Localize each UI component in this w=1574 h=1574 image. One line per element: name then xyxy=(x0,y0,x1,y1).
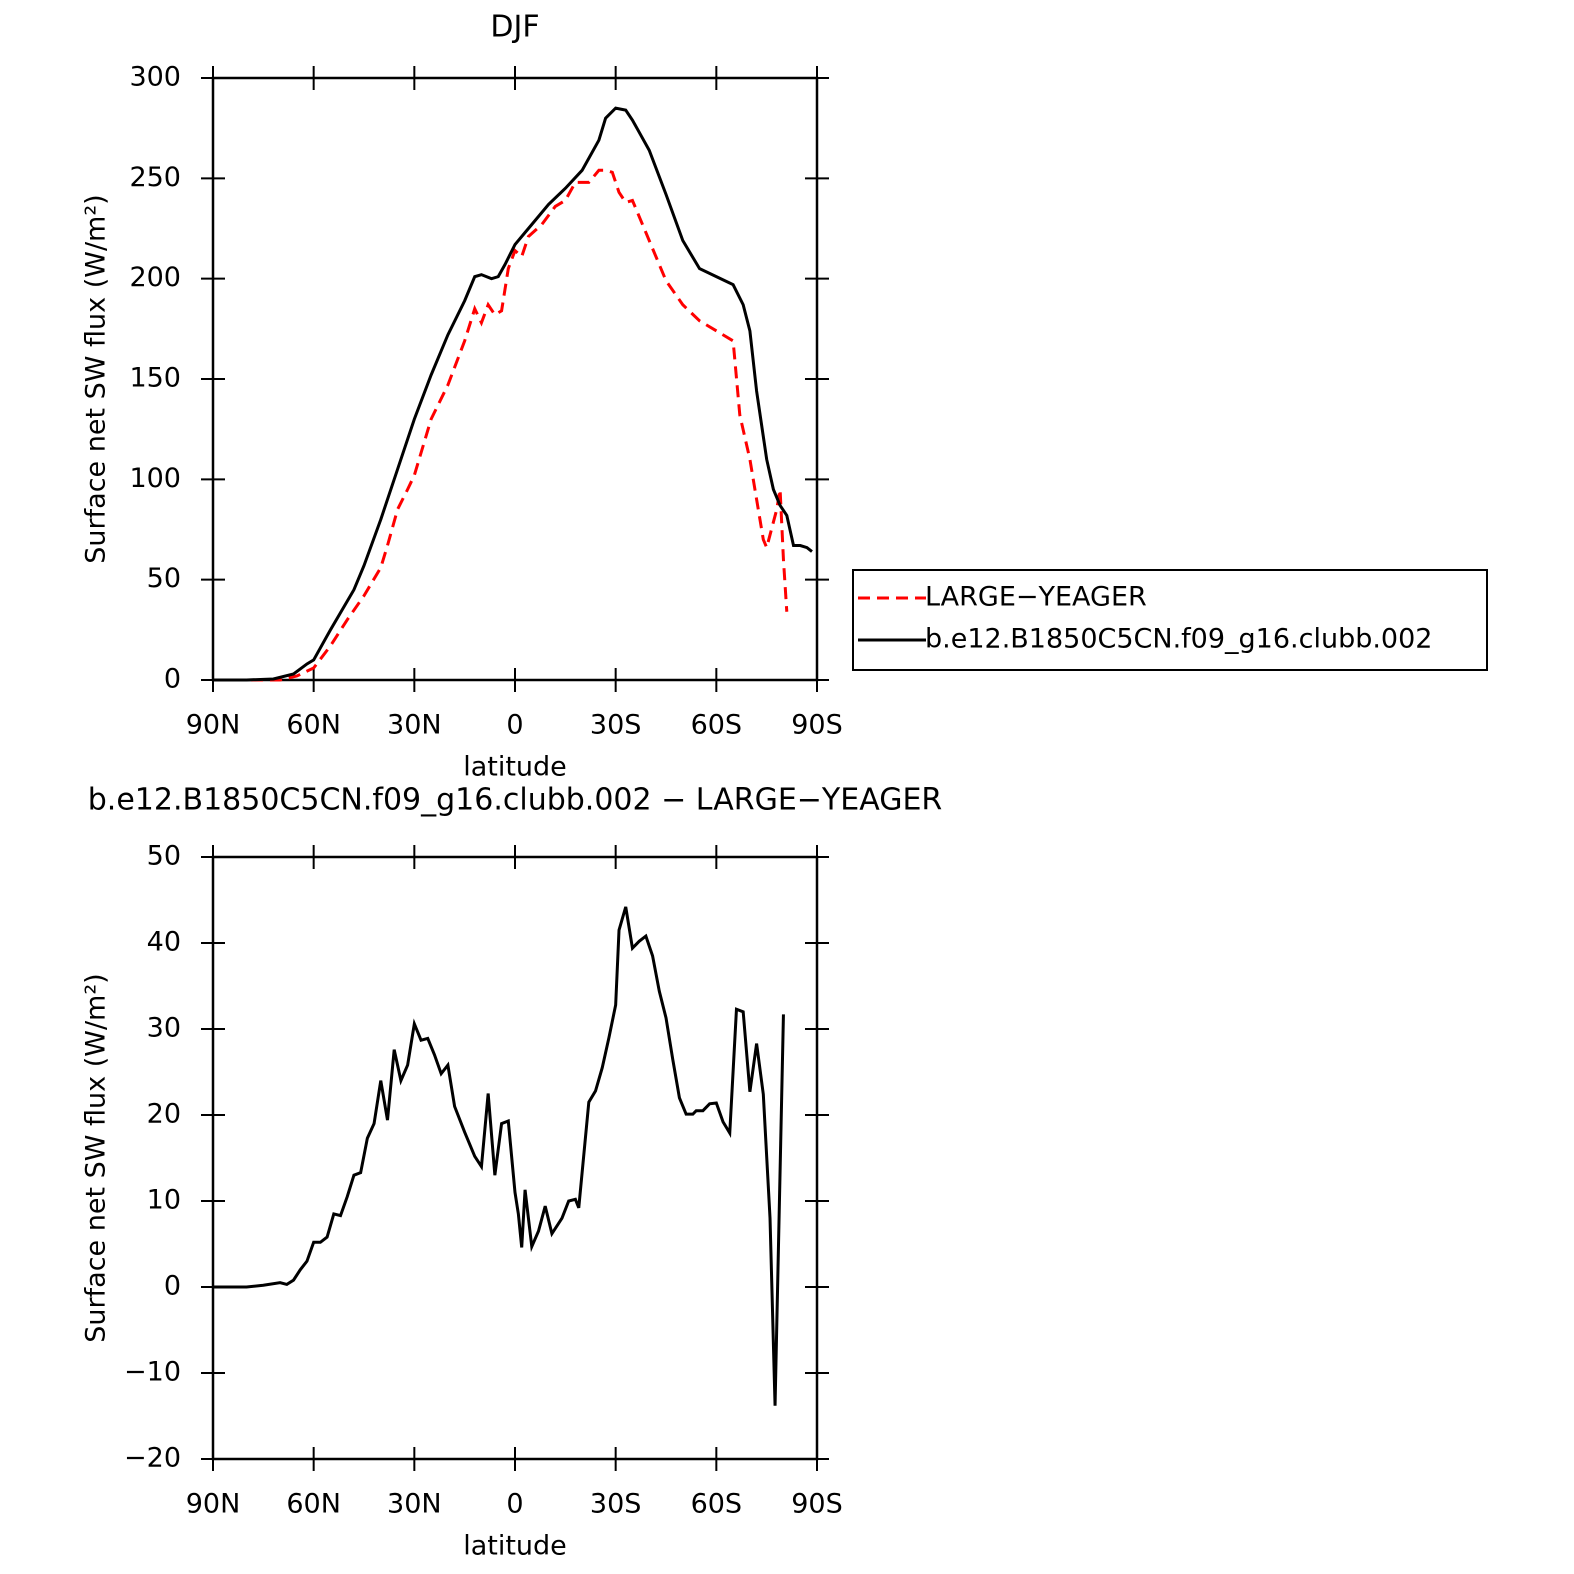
x-tick-label: 30N xyxy=(387,710,442,741)
x-axis-label: latitude xyxy=(463,1531,567,1562)
chart-title: b.e12.B1850C5CN.f09_g16.clubb.002 − LARG… xyxy=(88,783,943,818)
plot-frame xyxy=(211,76,819,682)
y-tick-label: 300 xyxy=(129,62,181,93)
x-tick-label: 90N xyxy=(186,710,241,741)
y-tick-label: 200 xyxy=(129,262,181,293)
x-tick-label: 60S xyxy=(691,1489,743,1520)
x-tick-label: 30N xyxy=(387,1489,442,1520)
y-tick-label: −20 xyxy=(124,1443,181,1474)
x-tick-label: 90S xyxy=(791,710,843,741)
y-tick-label: 50 xyxy=(147,841,181,872)
plot-frame xyxy=(211,855,819,1461)
x-tick-label: 0 xyxy=(506,710,523,741)
y-tick-label: 10 xyxy=(147,1185,181,1216)
y-tick-label: 20 xyxy=(147,1099,181,1130)
x-tick-label: 30S xyxy=(590,1489,642,1520)
y-tick-label: 0 xyxy=(164,664,181,695)
x-axis-label: latitude xyxy=(463,752,567,783)
legend-label: b.e12.B1850C5CN.f09_g16.clubb.002 xyxy=(925,624,1432,655)
x-tick-label: 0 xyxy=(506,1489,523,1520)
y-tick-label: 40 xyxy=(147,927,181,958)
y-tick-label: 50 xyxy=(147,563,181,594)
y-tick-label: 150 xyxy=(129,363,181,394)
x-tick-label: 90S xyxy=(791,1489,843,1520)
y-tick-label: 30 xyxy=(147,1013,181,1044)
chart-title: DJF xyxy=(490,10,539,45)
legend-box xyxy=(852,569,1488,671)
y-axis-label: Surface net SW flux (W/m²) xyxy=(81,973,112,1342)
y-tick-label: 100 xyxy=(129,463,181,494)
y-tick-label: 250 xyxy=(129,162,181,193)
series-line xyxy=(213,906,785,1406)
legend-label: LARGE−YEAGER xyxy=(925,582,1147,613)
series-line xyxy=(213,106,813,682)
series-line xyxy=(213,168,789,682)
x-tick-label: 90N xyxy=(186,1489,241,1520)
x-tick-label: 60N xyxy=(286,1489,341,1520)
y-tick-label: −10 xyxy=(124,1357,181,1388)
x-tick-label: 60N xyxy=(286,710,341,741)
x-tick-label: 30S xyxy=(590,710,642,741)
x-tick-label: 60S xyxy=(691,710,743,741)
y-axis-label: Surface net SW flux (W/m²) xyxy=(81,194,112,563)
y-tick-label: 0 xyxy=(164,1271,181,1302)
